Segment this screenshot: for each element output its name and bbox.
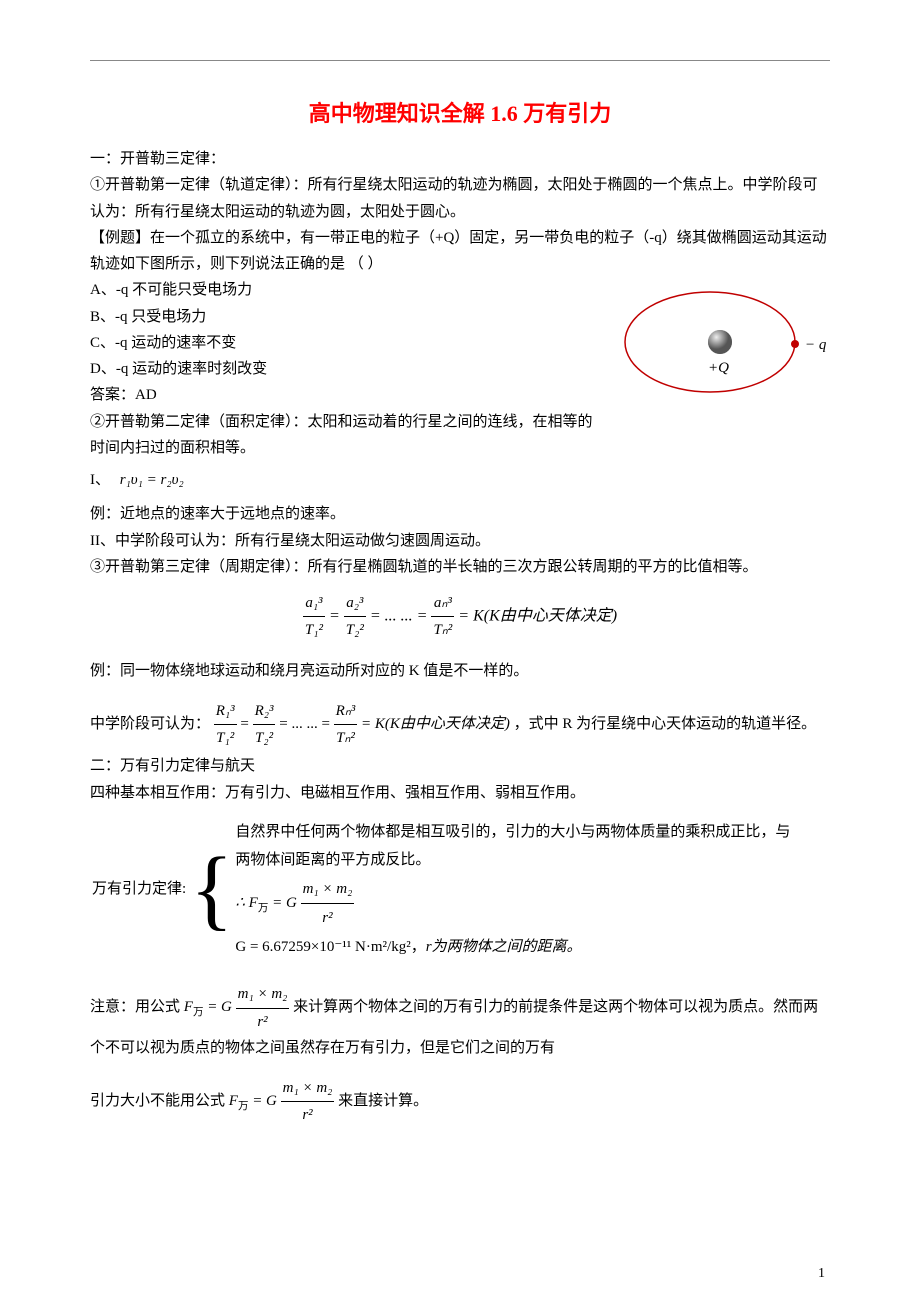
central-body-shade [708,330,732,354]
page-title: 高中物理知识全解 1.6 万有引力 [90,96,830,128]
law2-part-a: ②开普勒第二定律（面积定律）：太阳和运动着的行星之间 [90,414,473,430]
orbit-diagram: − q +Q [610,277,830,407]
frac-a2: a₂³ T₂² [344,590,366,644]
midschool-prefix: 中学阶段可认为： [90,716,210,732]
G-eq-1: = G [203,999,231,1015]
F-label-1: F [184,999,193,1015]
note-last-prefix: 引力大小不能用公式 [90,1093,229,1109]
b4a: G = 6.67259×10⁻¹¹ N·m²/kg²， [235,939,425,955]
K-text-2: = K(K由中心天体决定) [361,716,510,732]
label-plus-Q: +Q [708,360,729,376]
brace-content: 自然界中任何两个物体都是相互吸引的，引力的大小与两物体质量的乘积成正比，与 两物… [235,818,790,962]
frac-R2: R₂³ T₂² [253,698,276,752]
frac-an: aₙ³ Tₙ² [431,590,454,644]
page-number: 1 [818,1266,825,1282]
b3-prefix: ∴ F [235,895,257,911]
example-header: 【例题】在一个孤立的系统中，有一带正电的粒子（+Q）固定，另一带负电的粒子（-q… [90,225,830,278]
gravity-label: 万有引力定律: [92,881,186,897]
dots1: = ... ... = [370,607,432,624]
note-frac-1: m₁ × m₂ r² [236,981,290,1035]
brace-line2: 两物体间距离的平方成反比。 [235,846,790,875]
note-para: 注意：用公式 F万 = G m₁ × m₂ r² 来计算两个物体之间的万有引力的… [90,981,830,1061]
charge-q-dot [791,340,799,348]
gravity-law-block: 万有引力定律: { 自然界中任何两个物体都是相互吸引的，引力的大小与两物体质量的… [90,816,792,964]
G-eq-2: = G [248,1093,276,1109]
label-minus-q: − q [805,337,827,353]
I-example: 例：近地点的速率大于远地点的速率。 [90,501,830,527]
b4b: r为两物体之间的距离。 [426,939,582,955]
brace-frac: m₁ × m₂ r² [301,875,355,933]
brace-left: { [190,847,233,933]
content-body: 一：开普勒三定律： ①开普勒第一定律（轨道定律）：所有行星绕太阳运动的轨迹为椭圆… [90,146,830,1129]
row-I: I、 r₁υ₁ = r₂υ₂ [90,467,830,493]
brace-line1: 自然界中任何两个物体都是相互吸引的，引力的大小与两物体质量的乘积成正比，与 [235,818,790,847]
page-top-divider [90,60,830,61]
kepler-law3: ③开普勒第三定律（周期定律）：所有行星椭圆轨道的半长轴的三次方跟公转周期的平方的… [90,554,830,580]
brace-line4: G = 6.67259×10⁻¹¹ N·m²/kg²，r为两物体之间的距离。 [235,933,790,962]
frac-a1: a₁³ T₁² [303,590,325,644]
note-prefix: 注意：用公式 [90,999,184,1015]
note-last: 引力大小不能用公式 F万 = G m₁ × m₂ r² 来直接计算。 [90,1075,830,1129]
frac-Rn: Rₙ³ Tₙ² [334,698,358,752]
F-label-2: F [229,1093,238,1109]
four-forces: 四种基本相互作用：万有引力、电磁相互作用、强相互作用、弱相互作用。 [90,780,830,806]
midschool-suffix: ，式中 R 为行星绕中心天体运动的轨道半径。 [514,716,817,732]
II-line: II、中学阶段可认为：所有行星绕太阳运动做匀速圆周运动。 [90,528,830,554]
I-formula: r₁υ₁ = r₂υ₂ [120,472,184,488]
dots2: = ... ... = [279,716,333,732]
midschool-line: 中学阶段可认为： R₁³ T₁² = R₂³ T₂² = ... ... = R… [90,698,830,752]
K-example: 例：同一物体绕地球运动和绕月亮运动所对应的 K 值是不一样的。 [90,658,830,684]
I-label: I、 [90,472,110,488]
section1-heading: 一：开普勒三定律： [90,146,830,172]
F-sub-1: 万 [193,1007,204,1018]
brace-line3: ∴ F万 = G m₁ × m₂ r² [235,875,790,933]
K-text-1: = K(K由中心天体决定) [458,607,617,624]
note-last-suffix: 来直接计算。 [338,1093,428,1109]
b3-sub: 万 [258,903,269,914]
frac-R1: R₁³ T₁² [214,698,237,752]
note-frac-2: m₁ × m₂ r² [281,1075,335,1129]
b3-mid: = G [268,895,296,911]
F-sub-2: 万 [238,1101,249,1112]
kepler-law1: ①开普勒第一定律（轨道定律）：所有行星绕太阳运动的轨迹为椭圆，太阳处于椭圆的一个… [90,172,830,225]
orbit-diagram-container: − q +Q [610,277,830,416]
kepler-a-formula: a₁³ T₁² = a₂³ T₂² = ... ... = aₙ³ Tₙ² = … [90,590,830,644]
section2-heading: 二：万有引力定律与航天 [90,753,830,779]
